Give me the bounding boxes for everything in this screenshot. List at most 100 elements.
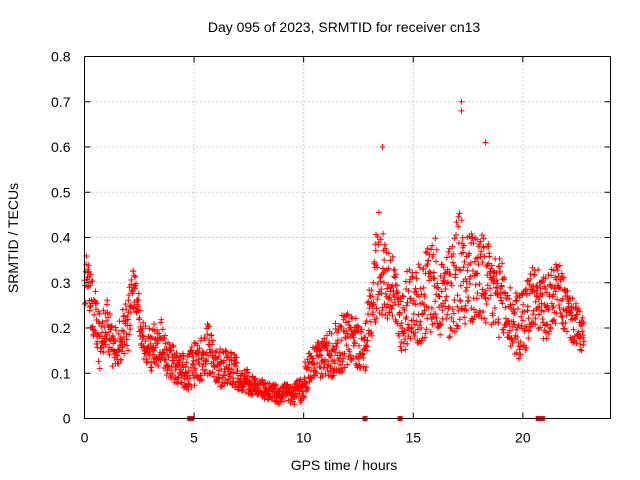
data-point <box>119 338 126 345</box>
data-point <box>398 320 405 327</box>
data-point <box>547 325 554 332</box>
data-point <box>527 270 534 277</box>
data-point <box>495 319 502 326</box>
data-point <box>443 315 450 322</box>
data-point <box>300 394 307 401</box>
data-point <box>476 241 483 248</box>
data-point <box>539 278 546 285</box>
data-point <box>191 339 198 346</box>
y-tick-label: 0.7 <box>51 94 71 110</box>
data-point <box>352 315 359 322</box>
data-point <box>566 308 573 315</box>
data-point <box>188 343 195 350</box>
data-point <box>202 367 209 374</box>
data-point <box>150 347 157 354</box>
data-point <box>368 329 375 336</box>
data-point <box>306 350 313 357</box>
y-tick-label: 0.2 <box>51 320 71 336</box>
data-point <box>474 236 481 243</box>
data-point <box>160 336 167 343</box>
data-point <box>411 297 418 304</box>
data-point <box>445 303 452 310</box>
data-point <box>456 266 463 273</box>
data-point <box>397 298 404 305</box>
data-point <box>92 329 99 336</box>
data-point <box>380 230 387 237</box>
data-point <box>384 285 391 292</box>
data-point <box>379 144 386 150</box>
data-point <box>555 273 562 280</box>
data-point <box>412 269 419 276</box>
data-point <box>556 262 563 269</box>
data-point <box>431 275 438 282</box>
data-point <box>432 311 439 318</box>
data-point <box>314 360 321 367</box>
data-point <box>389 302 396 309</box>
data-point <box>417 285 424 292</box>
data-point <box>396 332 403 339</box>
data-point <box>473 295 480 302</box>
data-point <box>451 328 458 335</box>
data-point <box>443 293 450 300</box>
data-point <box>374 264 381 271</box>
data-point <box>423 326 430 333</box>
data-point <box>506 295 513 302</box>
data-point <box>208 341 215 348</box>
data-point <box>394 282 401 289</box>
data-point <box>444 266 451 273</box>
data-point <box>122 301 129 308</box>
data-point <box>443 254 450 261</box>
data-point <box>447 271 454 278</box>
data-point <box>406 278 413 285</box>
data-point <box>363 364 370 371</box>
data-point <box>227 370 234 377</box>
data-point <box>449 259 456 266</box>
data-point <box>301 375 308 382</box>
data-point <box>104 297 111 304</box>
data-point <box>448 280 455 287</box>
data-point <box>119 344 126 351</box>
data-point <box>362 343 369 350</box>
data-point <box>209 337 216 344</box>
data-point <box>419 311 426 318</box>
data-point <box>293 378 300 385</box>
data-point <box>142 338 149 345</box>
data-point <box>425 257 432 264</box>
data-point <box>387 288 394 295</box>
data-point <box>202 361 209 368</box>
data-point <box>347 352 354 359</box>
data-point <box>496 255 503 262</box>
data-point <box>473 270 480 277</box>
data-point <box>358 329 365 336</box>
data-point <box>470 240 477 247</box>
data-point <box>439 307 446 314</box>
data-point <box>552 320 559 327</box>
data-point <box>521 308 528 315</box>
y-tick-label: 0 <box>63 411 71 427</box>
data-point <box>162 356 169 363</box>
data-point <box>170 357 177 364</box>
data-point <box>129 290 136 297</box>
data-point <box>318 352 325 359</box>
data-point <box>225 365 232 372</box>
data-point <box>418 324 425 331</box>
data-point <box>331 360 338 367</box>
x-tick-label: 10 <box>296 430 312 446</box>
data-point <box>580 332 587 339</box>
data-point <box>576 308 583 315</box>
data-point <box>151 336 158 343</box>
data-point <box>391 266 398 273</box>
data-point <box>450 310 457 317</box>
data-point <box>437 331 444 338</box>
data-point <box>332 320 339 327</box>
data-point <box>180 356 187 363</box>
data-point <box>374 233 381 240</box>
data-point <box>536 303 543 310</box>
data-point <box>578 347 585 354</box>
data-point <box>469 234 476 241</box>
data-point <box>136 314 143 321</box>
data-point <box>194 373 201 380</box>
y-tick-label: 0.8 <box>51 49 71 65</box>
data-point <box>125 292 132 299</box>
x-tick-label: 0 <box>81 430 89 446</box>
